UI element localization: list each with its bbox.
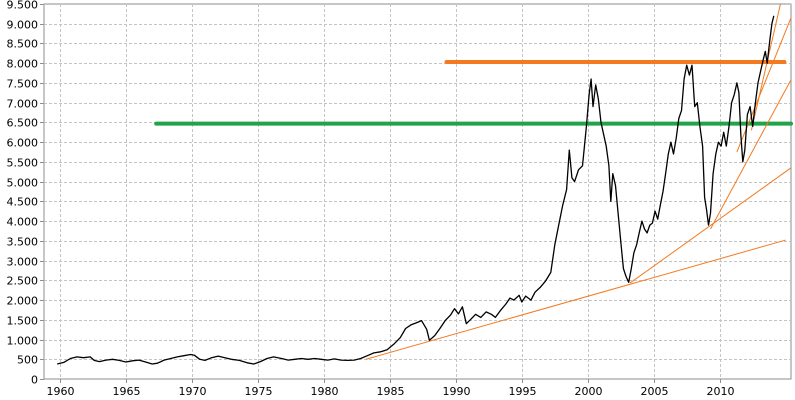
trend-line bbox=[629, 167, 792, 284]
y-tick-label: 9.500 bbox=[7, 0, 39, 12]
trend-line bbox=[750, 3, 781, 131]
y-tick-label: 7.000 bbox=[7, 98, 39, 111]
y-tick-label: 1.500 bbox=[7, 315, 39, 328]
x-tick-label: 1970 bbox=[179, 385, 207, 398]
tick-labels: 0 500 1.000 1.500 2.000 2.500 3.000 3.500 4.000 4… bbox=[7, 0, 735, 398]
y-tick-label: 6.000 bbox=[7, 137, 39, 150]
y-tick-label: 2.000 bbox=[7, 295, 39, 308]
series bbox=[57, 15, 775, 365]
plot-area bbox=[43, 3, 792, 380]
axes bbox=[40, 4, 721, 383]
y-tick-label: 6.500 bbox=[7, 117, 39, 130]
y-tick-label: 7.500 bbox=[7, 78, 39, 91]
y-tick-label: 5.000 bbox=[7, 177, 39, 190]
grid bbox=[44, 4, 791, 379]
y-tick-label: 8.000 bbox=[7, 58, 39, 71]
trend-line bbox=[710, 79, 792, 230]
annotations bbox=[154, 3, 793, 360]
y-tick-label: 3.500 bbox=[7, 236, 39, 249]
x-tick-label: 1975 bbox=[245, 385, 273, 398]
x-tick-label: 1965 bbox=[113, 385, 141, 398]
y-tick-label: 500 bbox=[17, 354, 38, 367]
y-tick-label: 5.500 bbox=[7, 157, 39, 170]
y-tick-label: 8.500 bbox=[7, 38, 39, 51]
trend-line bbox=[365, 239, 786, 360]
price-series-line bbox=[57, 15, 775, 365]
x-tick-label: 2000 bbox=[575, 385, 603, 398]
x-tick-label: 1995 bbox=[509, 385, 537, 398]
x-tick-label: 2005 bbox=[641, 385, 669, 398]
y-tick-label: 4.500 bbox=[7, 196, 39, 209]
x-tick-label: 1990 bbox=[443, 385, 471, 398]
x-tick-label: 1985 bbox=[377, 385, 405, 398]
x-tick-label: 1980 bbox=[311, 385, 339, 398]
y-tick-label: 0 bbox=[31, 374, 38, 387]
y-tick-label: 4.000 bbox=[7, 216, 39, 229]
y-tick-label: 9.000 bbox=[7, 19, 39, 32]
y-tick-label: 1.000 bbox=[7, 335, 39, 348]
y-tick-label: 3.000 bbox=[7, 256, 39, 269]
x-tick-label: 1960 bbox=[47, 385, 75, 398]
y-tick-label: 2.500 bbox=[7, 275, 39, 288]
x-tick-label: 2010 bbox=[707, 385, 735, 398]
